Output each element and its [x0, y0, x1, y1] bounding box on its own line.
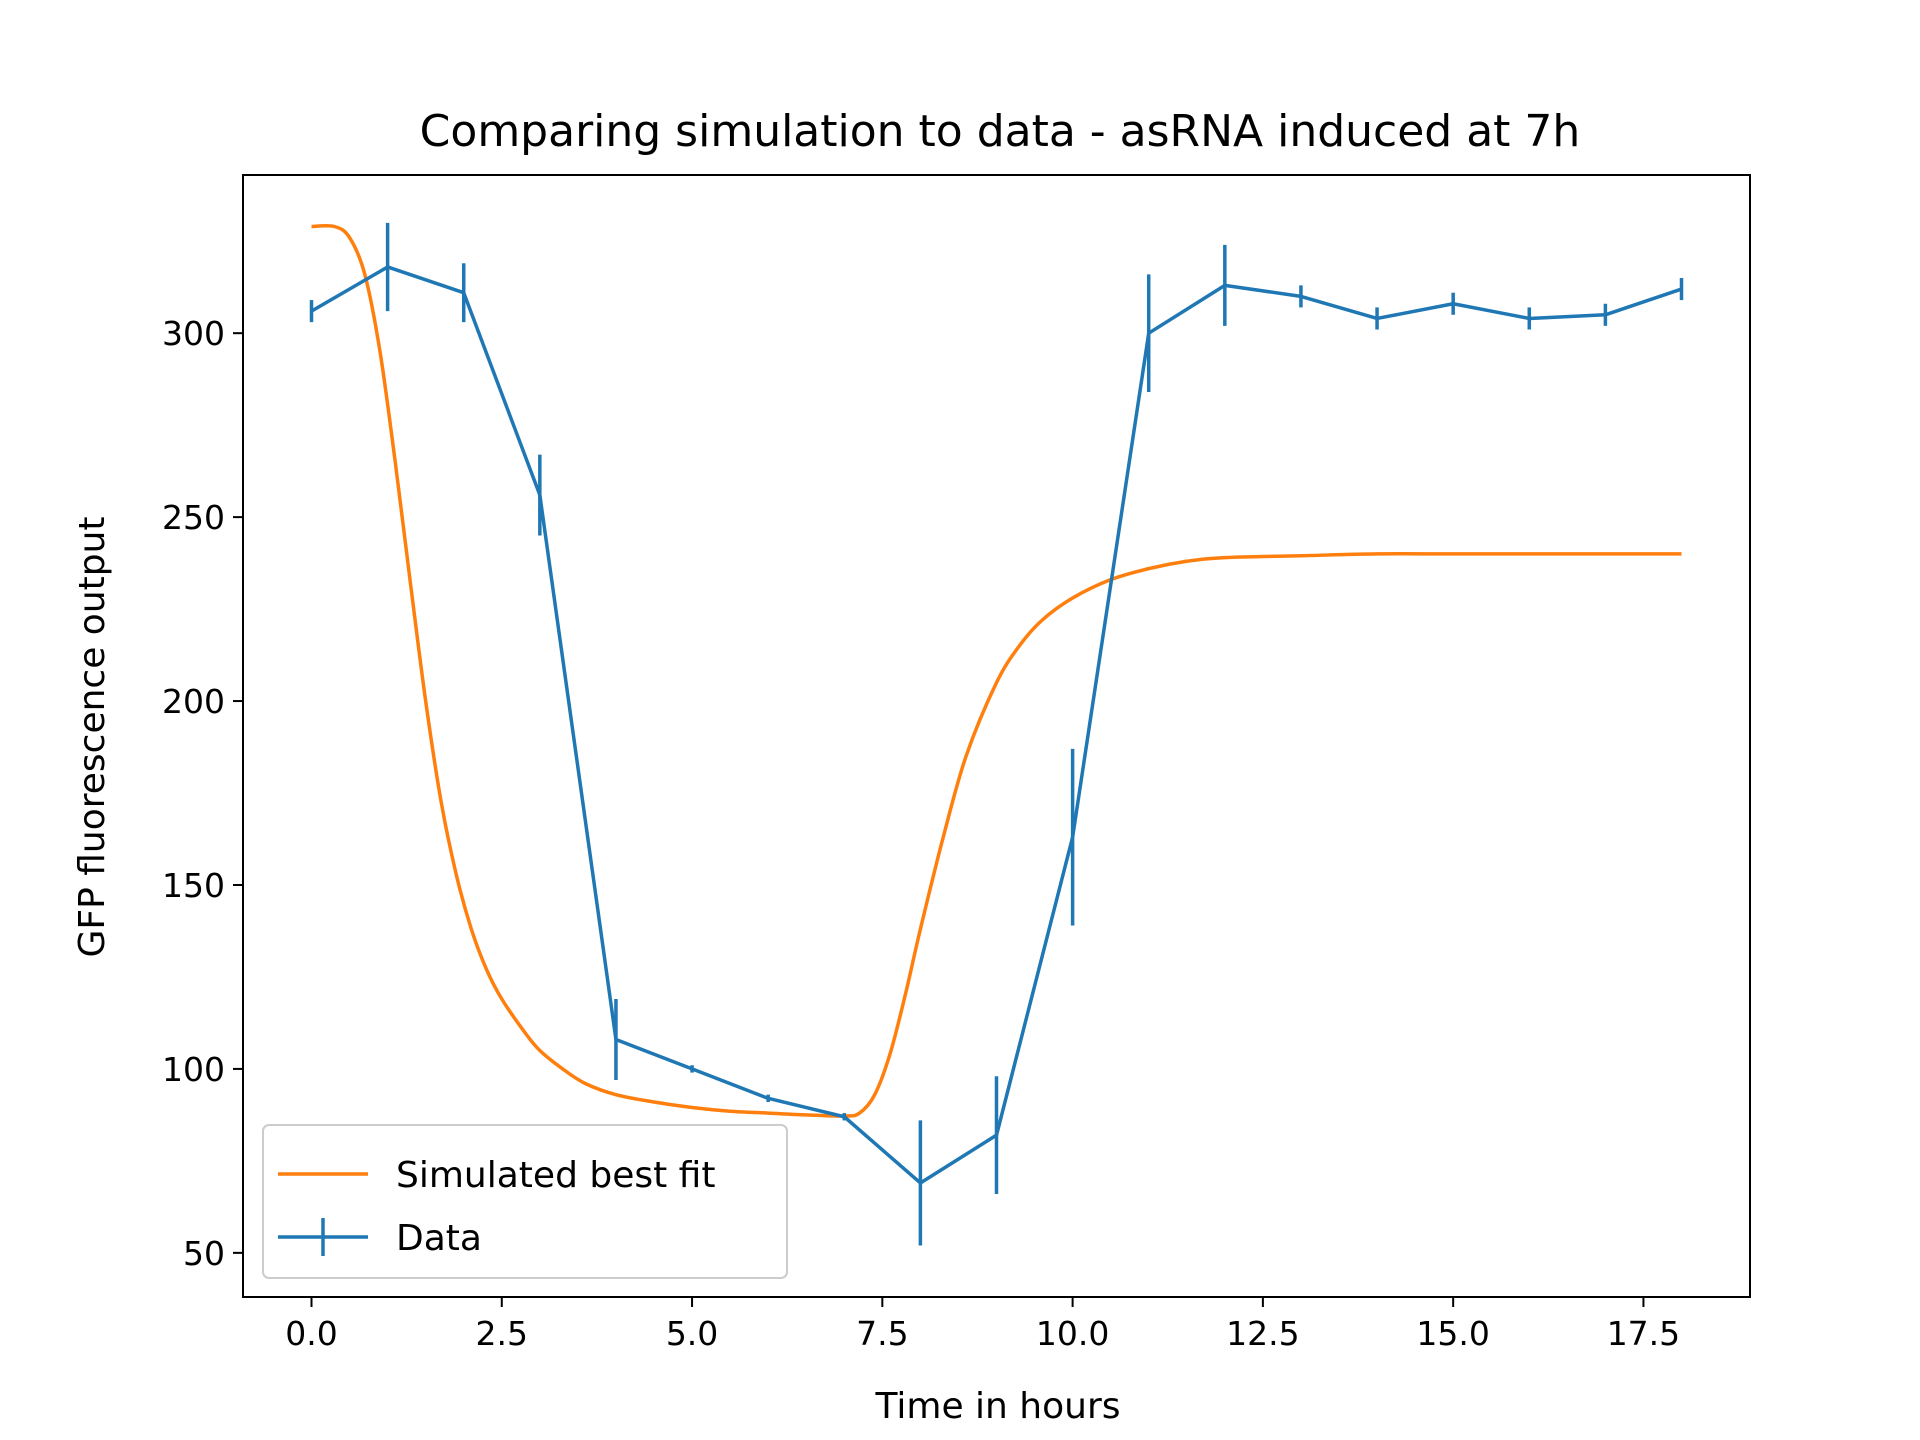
x-tick-label: 7.5	[856, 1314, 908, 1353]
legend-label-data: Data	[396, 1218, 482, 1259]
x-axis: 0.0 2.5 5.0 7.5 10.0 12.5 15.0 17.5	[285, 1297, 1680, 1353]
x-tick-label: 0.0	[285, 1314, 337, 1353]
x-tick-label: 10.0	[1036, 1314, 1109, 1353]
legend: Simulated best fit Data	[262, 1124, 788, 1279]
y-axis: 50 100 150 200 250 300	[162, 314, 243, 1273]
y-tick-label: 200	[162, 682, 225, 721]
axes-frame	[242, 174, 1751, 1298]
x-tick-label: 17.5	[1607, 1314, 1680, 1353]
x-tick-label: 2.5	[476, 1314, 528, 1353]
x-axis-label: Time in hours	[874, 1386, 1120, 1427]
x-tick-label: 15.0	[1416, 1314, 1489, 1353]
plot-area	[309, 222, 1684, 1246]
y-tick-label: 100	[162, 1050, 225, 1089]
y-tick-label: 50	[183, 1234, 225, 1273]
y-tick-label: 250	[162, 498, 225, 537]
legend-box	[262, 1124, 788, 1279]
x-tick-label: 5.0	[666, 1314, 718, 1353]
y-axis-label: GFP fluorescence output	[72, 516, 113, 957]
x-tick-label: 12.5	[1226, 1314, 1299, 1353]
series-line-simulated-best-fit	[311, 223, 1682, 1118]
legend-label-simulated-best-fit: Simulated best fit	[396, 1155, 715, 1196]
y-tick-label: 300	[162, 314, 225, 353]
y-tick-label: 150	[162, 866, 225, 905]
chart-title: Comparing simulation to data - asRNA ind…	[420, 106, 1581, 157]
